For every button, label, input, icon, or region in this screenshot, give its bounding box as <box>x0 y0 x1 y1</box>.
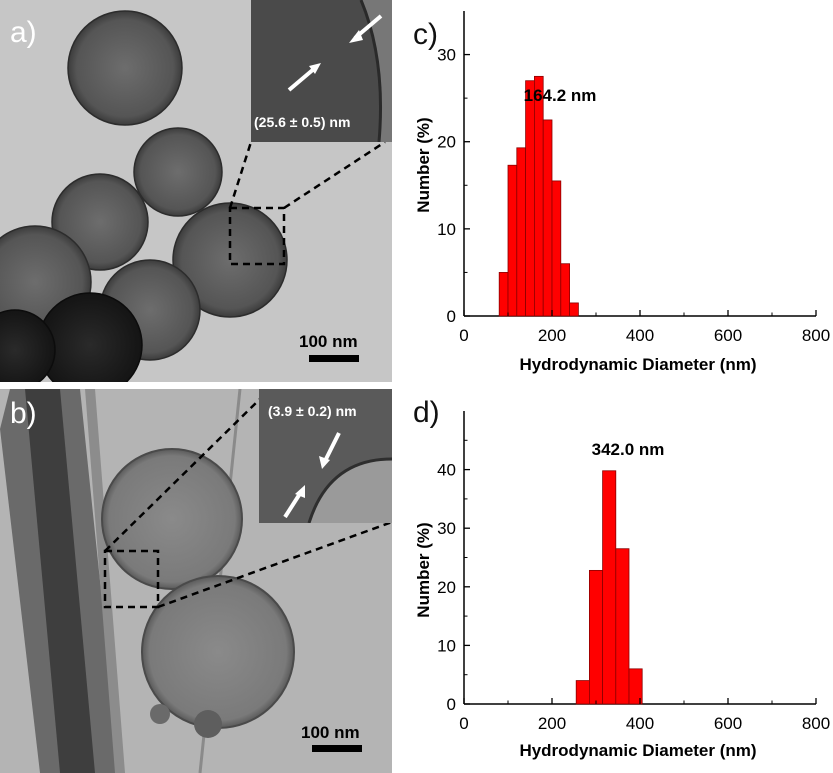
peak-annotation: 342.0 nm <box>592 440 665 459</box>
tem-image-b: (3.9 ± 0.2) nm b) 100 nm <box>0 389 392 773</box>
y-tick-label: 10 <box>437 636 456 655</box>
y-tick-label: 10 <box>437 220 456 239</box>
x-tick-label: 600 <box>714 326 742 345</box>
inset-micrograph-b <box>259 389 392 524</box>
x-tick-label: 400 <box>626 326 654 345</box>
x-axis-label: Hydrodynamic Diameter (nm) <box>519 355 756 374</box>
histogram-bar <box>525 80 535 317</box>
arrow-icon <box>349 30 363 43</box>
histogram-bar <box>569 302 579 317</box>
y-axis-label: Number (%) <box>414 117 433 212</box>
x-tick-label: 200 <box>538 326 566 345</box>
panel-letter-a: a) <box>10 16 37 49</box>
y-tick-label: 20 <box>437 578 456 597</box>
x-tick-label: 800 <box>802 714 830 733</box>
arrow-icon <box>295 485 305 498</box>
peak-annotation: 164.2 nm <box>524 86 597 105</box>
arrow-icon <box>309 63 321 74</box>
x-tick-label: 400 <box>626 714 654 733</box>
histogram-bar <box>602 470 617 705</box>
scale-bar-b <box>312 745 362 752</box>
histogram-bar <box>575 680 590 705</box>
x-tick-label: 200 <box>538 714 566 733</box>
panel-letter-d: d) <box>413 396 440 429</box>
histogram-bar <box>615 548 630 705</box>
chart-c: 0 200 400 600 800 0 10 20 30 164.2 nm Hydrodynamic… <box>414 11 830 374</box>
arrow-icon <box>319 456 330 469</box>
x-tick-label: 800 <box>802 326 830 345</box>
y-tick-label: 0 <box>447 695 456 714</box>
chart-d: 0 200 400 600 800 0 10 20 30 40 342.0 nm Hydrodynam… <box>414 411 830 760</box>
panel-letter-c: c) <box>413 18 438 51</box>
histogram-bar <box>534 75 544 317</box>
y-tick-label: 40 <box>437 461 456 480</box>
histogram-bar <box>551 180 562 317</box>
x-tick-label: 0 <box>459 714 468 733</box>
y-tick-label: 0 <box>447 307 456 326</box>
inset-micrograph-a <box>251 0 392 143</box>
x-tick-label: 600 <box>714 714 742 733</box>
x-tick-label: 0 <box>459 326 468 345</box>
inset-image-b: (3.9 ± 0.2) nm <box>259 389 392 524</box>
inset-image-a: (25.6 ± 0.5) nm <box>251 0 392 143</box>
scale-bar-a <box>309 355 359 362</box>
y-tick-label: 30 <box>437 519 456 538</box>
histogram-bar <box>560 263 570 317</box>
histogram-bar <box>516 147 526 317</box>
inset-thickness-label-a: (25.6 ± 0.5) nm <box>254 114 351 130</box>
scale-bar-label-a: 100 nm <box>299 332 358 351</box>
histogram-bar <box>498 272 509 317</box>
y-tick-label: 20 <box>437 133 456 152</box>
histogram-bar <box>542 119 553 317</box>
inset-thickness-label-b: (3.9 ± 0.2) nm <box>268 403 357 419</box>
x-axis-label: Hydrodynamic Diameter (nm) <box>519 741 756 760</box>
y-tick-label: 30 <box>437 46 456 65</box>
y-axis-label: Number (%) <box>414 522 433 617</box>
histogram-bar <box>628 668 643 705</box>
histogram-bar <box>589 569 604 705</box>
tem-image-a: (25.6 ± 0.5) nm a) 100 nm <box>0 0 392 382</box>
panel-letter-b: b) <box>10 397 37 430</box>
scale-bar-label-b: 100 nm <box>301 723 360 742</box>
histogram-bar <box>507 164 518 317</box>
